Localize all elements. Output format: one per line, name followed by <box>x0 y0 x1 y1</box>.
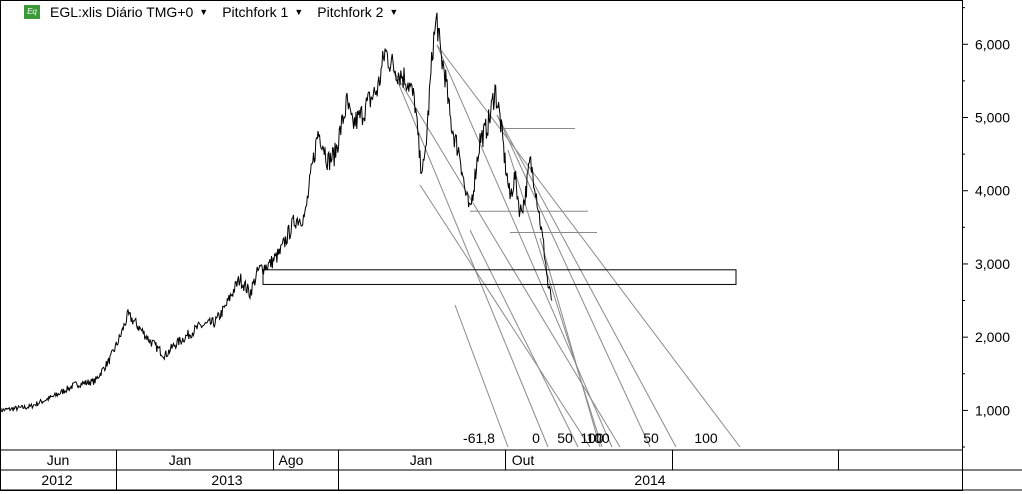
y-tick-label: 2,000 <box>975 329 1010 345</box>
pitchfork-line[interactable] <box>539 237 601 448</box>
x-month-label: Jun <box>47 452 70 468</box>
support-zone-rect[interactable] <box>262 269 737 285</box>
pitchfork-line[interactable] <box>436 44 613 448</box>
legend-item-pitchfork-2[interactable]: Pitchfork 2 ▼ <box>317 4 406 20</box>
price-line <box>0 12 553 414</box>
x-year-label: 2014 <box>634 472 665 488</box>
y-tick-label: 5,000 <box>975 109 1010 125</box>
fib-label: 0 <box>532 430 540 446</box>
pitchfork-fan-lines[interactable] <box>392 44 741 448</box>
pitchfork-line[interactable] <box>454 304 509 448</box>
legend-item-label: EGL:xlis Diário TMG+0 <box>50 4 194 20</box>
fib-label: 50 <box>557 430 573 446</box>
pitchfork-line[interactable] <box>507 149 603 448</box>
legend-item-label: Pitchfork 1 <box>222 4 289 20</box>
legend-item-pitchfork-1[interactable]: Pitchfork 1 ▼ <box>222 4 311 20</box>
x-month-label: Jan <box>169 452 192 468</box>
chevron-down-icon[interactable]: ▼ <box>199 7 209 17</box>
fib-label: 100 <box>694 430 718 446</box>
fib-label: 100 <box>580 430 604 446</box>
pitchfork-line[interactable] <box>496 114 677 448</box>
pitchfork-line[interactable] <box>469 229 579 448</box>
fib-label: 100 <box>586 430 610 446</box>
y-tick-label: 4,000 <box>975 183 1010 199</box>
chevron-down-icon[interactable]: ▼ <box>294 7 304 17</box>
y-tick-label: 1,000 <box>975 402 1010 418</box>
x-axis: Jun Jan Ago Jan Out 2012 2013 2014 <box>0 449 1022 491</box>
y-axis: 1,000 2,000 3,000 4,000 5,000 6,000 <box>962 7 1010 448</box>
legend-item-symbol[interactable]: EGL:xlis Diário TMG+0 ▼ <box>50 4 216 20</box>
fib-label: 50 <box>643 430 659 446</box>
legend-item-label: Pitchfork 2 <box>317 4 384 20</box>
y-tick-label: 6,000 <box>975 36 1010 52</box>
equity-icon: Eq <box>24 5 40 19</box>
horizontal-level-lines[interactable] <box>262 127 737 285</box>
x-month-label: Jan <box>410 452 433 468</box>
x-year-label: 2012 <box>41 472 72 488</box>
chart-frame <box>0 0 963 491</box>
pitchfork-line[interactable] <box>392 69 549 448</box>
x-month-label: Out <box>512 452 535 468</box>
fib-label: -61,8 <box>463 430 495 446</box>
pitchfork-line[interactable] <box>436 44 741 448</box>
x-year-label: 2013 <box>211 472 242 488</box>
pitchfork-line[interactable] <box>419 184 591 448</box>
pitchfork-line[interactable] <box>496 114 651 448</box>
y-tick-label: 3,000 <box>975 256 1010 272</box>
chart-legend: Eq EGL:xlis Diário TMG+0 ▼ Pitchfork 1 ▼… <box>24 2 406 22</box>
price-series <box>0 12 553 414</box>
x-month-label: Ago <box>279 452 304 468</box>
chevron-down-icon[interactable]: ▼ <box>389 7 399 17</box>
